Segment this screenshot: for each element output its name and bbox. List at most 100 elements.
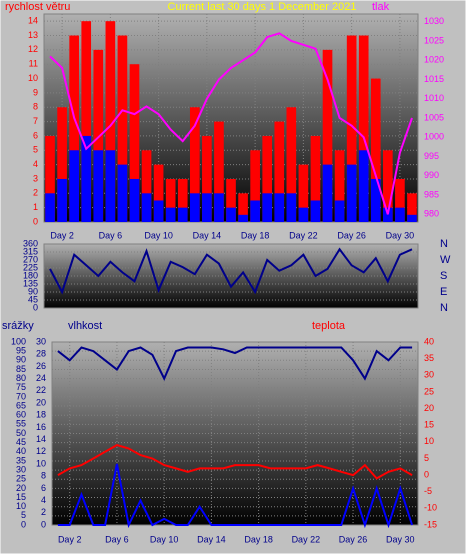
line (49, 32, 413, 215)
y-tick-label: 8 (33, 102, 38, 112)
y3-tick-label: 4 (41, 495, 46, 505)
bar (358, 35, 369, 222)
y-tick-label: 180 (23, 270, 38, 280)
x-tick-label: Day 22 (289, 230, 318, 240)
bar (226, 178, 236, 222)
bar (93, 150, 104, 222)
bar (129, 64, 140, 222)
bar (153, 164, 164, 222)
y-tick-label: 135 (23, 278, 38, 288)
compass-label: S (440, 270, 447, 282)
bar (298, 207, 309, 222)
x-tick-label: Day 26 (339, 534, 368, 544)
y-tick-label: 5 (21, 510, 26, 520)
y-tick-label: 90 (28, 286, 38, 296)
x-tick-label: Day 2 (50, 230, 74, 240)
y-tick-label: 9 (33, 87, 38, 97)
y3-tick-label: 16 (36, 422, 46, 432)
y-tick-label: 60 (16, 410, 26, 420)
x-tick-label: Day 22 (292, 534, 321, 544)
y-tick-label: 25 (16, 474, 26, 484)
y-tick-label: 12 (28, 44, 38, 54)
bar (274, 121, 285, 222)
y-tick-label: 90 (16, 355, 26, 365)
y-tick-label: 7 (33, 116, 38, 126)
bar (57, 178, 67, 222)
y-tick-label: 65 (16, 400, 26, 410)
bar (274, 193, 285, 222)
y-tick-label: 95 (16, 346, 26, 356)
y2-tick-label: -15 (424, 519, 437, 529)
y-tick-label: 70 (16, 391, 26, 401)
y-tick-label: 40 (16, 446, 26, 456)
bar (214, 121, 224, 222)
bar (238, 214, 248, 222)
y3-tick-label: 28 (36, 349, 46, 359)
y-tick-label: 360 (23, 238, 38, 248)
compass-label: W (440, 254, 451, 266)
y3-tick-label: 14 (36, 434, 46, 444)
bar (407, 214, 417, 222)
bar (45, 193, 55, 222)
bar (262, 135, 273, 222)
bar (69, 35, 79, 222)
bar (250, 200, 260, 222)
bar (262, 193, 273, 222)
bar (189, 193, 200, 222)
y-tick-label: 20 (16, 483, 26, 493)
bar (189, 107, 200, 222)
bar (322, 164, 333, 222)
y-tick-label: 55 (16, 419, 26, 429)
y2-tick-label: 1015 (424, 74, 444, 84)
y-tick-label: 1 (33, 202, 38, 212)
y2-tick-label: 10 (424, 436, 434, 446)
y3-tick-label: 26 (36, 361, 46, 371)
bar (81, 21, 92, 223)
pressure-label: tlak (372, 1, 390, 13)
y-tick-label: 3 (33, 173, 38, 183)
y-tick-label: 14 (28, 16, 38, 26)
y2-tick-label: 990 (424, 170, 439, 180)
y-tick-label: 270 (23, 254, 38, 264)
x-tick-label: Day 6 (99, 230, 123, 240)
bar (250, 150, 260, 222)
y3-tick-label: 0 (41, 519, 46, 529)
y-tick-label: 10 (28, 73, 38, 83)
bar (165, 178, 176, 222)
y-tick-label: 6 (33, 130, 38, 140)
y2-tick-label: -10 (424, 503, 437, 513)
bar (226, 207, 236, 222)
line (49, 247, 413, 295)
x-tick-label: Day 30 (386, 230, 415, 240)
bar (238, 193, 248, 222)
bar (165, 207, 176, 222)
y-tick-label: 10 (16, 501, 26, 511)
y-tick-label: 45 (28, 294, 38, 304)
bar (370, 178, 381, 222)
y-tick-label: 75 (16, 382, 26, 392)
compass-label: N (440, 238, 448, 250)
y2-tick-label: 995 (424, 151, 439, 161)
x-tick-label: Day 10 (150, 534, 179, 544)
x-tick-label: Day 14 (197, 534, 226, 544)
bar (105, 150, 116, 222)
y-tick-label: 50 (16, 428, 26, 438)
y2-tick-label: 0 (424, 469, 429, 479)
y-tick-label: 13 (28, 30, 38, 40)
y2-tick-label: 1030 (424, 16, 444, 26)
y3-tick-label: 30 (36, 336, 46, 346)
bar (214, 193, 224, 222)
y-tick-label: 45 (16, 437, 26, 447)
y-tick-label: 2 (33, 188, 38, 198)
y2-tick-label: 1010 (424, 93, 444, 103)
y3-tick-label: 6 (41, 483, 46, 493)
y2-tick-label: 5 (424, 453, 429, 463)
bar (334, 200, 345, 222)
y2-tick-label: 40 (424, 336, 434, 346)
bar (383, 207, 393, 222)
y3-tick-label: 8 (41, 471, 46, 481)
y-tick-label: 85 (16, 364, 26, 374)
compass-label: E (440, 286, 447, 298)
x-tick-label: Day 18 (241, 230, 270, 240)
y-tick-label: 225 (23, 262, 38, 272)
